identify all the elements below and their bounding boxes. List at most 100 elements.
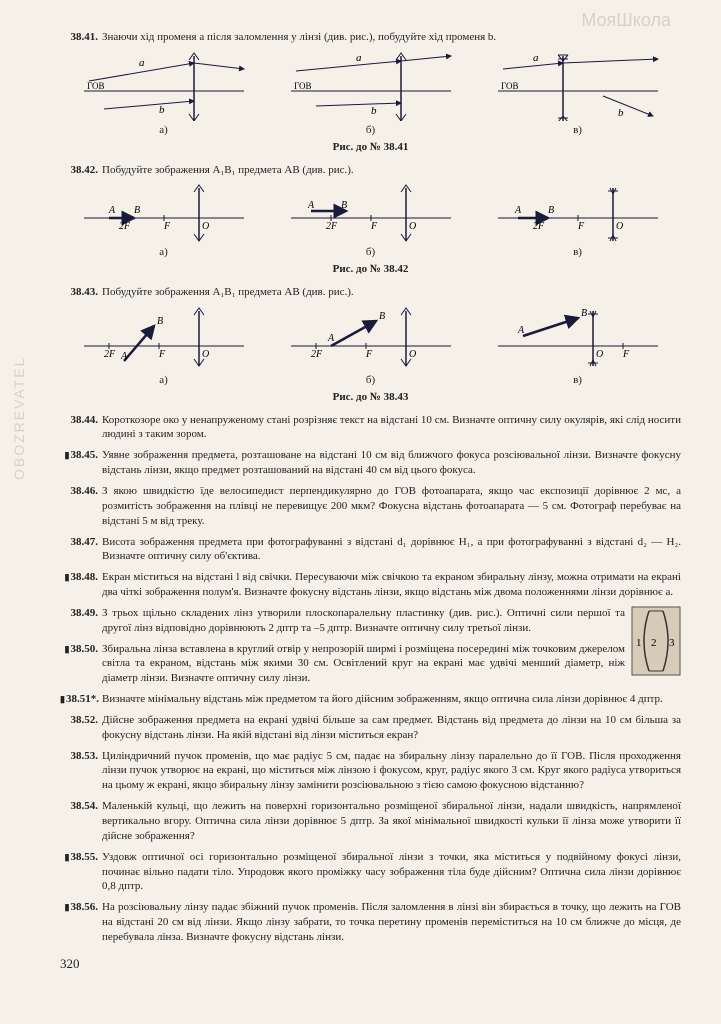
problem-text: Короткозоре око у ненапруженому стані ро… <box>102 413 681 443</box>
problem-num: 38.42. <box>60 163 102 178</box>
sublabel-b: б) <box>286 123 456 138</box>
book-icon: ▮ <box>65 852 70 862</box>
problem-38-45: ▮38.45.Уявне зображення предмета, розташ… <box>60 448 681 478</box>
problem-text: Уявне зображення предмета, розташоване н… <box>102 448 681 478</box>
problem-text: Уздовж оптичної осі горизонтально розміщ… <box>102 850 681 895</box>
problem-text: Висота зображення предмета при фотографу… <box>102 535 681 565</box>
figure-38-42-b: A B 2F F O б) <box>286 183 456 260</box>
svg-text:O: O <box>596 349 603 360</box>
diagram-43v: A B F O <box>493 306 663 371</box>
problem-num: 38.44. <box>60 413 102 443</box>
figure-caption-42: Рис. до № 38.42 <box>60 262 681 277</box>
sublabel-b: б) <box>286 245 456 260</box>
watermark-top: МояШкола <box>581 8 671 32</box>
svg-text:B: B <box>379 311 385 322</box>
svg-text:O: O <box>616 221 623 232</box>
figure-row-38-42: A B 2F F O а) A B 2F F O б) <box>60 183 681 260</box>
svg-text:F: F <box>158 349 166 360</box>
svg-text:ГОВ: ГОВ <box>87 81 104 91</box>
svg-text:2F: 2F <box>119 221 131 232</box>
figure-38-49: 2 1 3 <box>631 606 681 676</box>
svg-text:O: O <box>409 221 416 232</box>
svg-text:b: b <box>371 105 377 117</box>
diagram-42v: A B 2F F O <box>493 183 663 243</box>
problem-text: Визначте мінімальну відстань між предмет… <box>102 692 681 707</box>
figure-caption-43: Рис. до № 38.43 <box>60 390 681 405</box>
book-icon: ▮ <box>65 902 70 912</box>
svg-text:2F: 2F <box>326 221 338 232</box>
problem-38-42: 38.42. Побудуйте зображення A₁B₁ предмет… <box>60 163 681 178</box>
svg-text:ГОВ: ГОВ <box>501 81 518 91</box>
sublabel-a: а) <box>79 123 249 138</box>
figure-38-42-v: A B 2F F O в) <box>493 183 663 260</box>
figure-38-43-a: A B 2F F O а) <box>79 306 249 388</box>
sublabel-v: в) <box>493 373 663 388</box>
book-icon: ▮ <box>65 572 70 582</box>
diagram-42a: A B 2F F O <box>79 183 249 243</box>
side-fig-label-3: 3 <box>669 637 675 649</box>
diagram-lens-v: a b ГОВ <box>493 51 663 121</box>
diagram-42b: A B 2F F O <box>286 183 456 243</box>
svg-text:O: O <box>409 349 416 360</box>
svg-text:b: b <box>159 104 165 116</box>
svg-text:F: F <box>370 221 378 232</box>
watermark-side: OBOZREVATEL <box>10 357 29 480</box>
problem-num: 38.49. <box>60 606 102 636</box>
problem-text: Циліндричний пучок променів, що має раді… <box>102 749 681 794</box>
problem-text: Знаючи хід променя a після заломлення у … <box>102 30 681 45</box>
problem-text: Збиральна лінза вставлена в круглий отві… <box>102 642 625 687</box>
sublabel-a: а) <box>79 245 249 260</box>
svg-text:O: O <box>202 221 209 232</box>
svg-text:A: A <box>120 351 128 362</box>
figure-38-41-a: a b ГОВ а) <box>79 51 249 138</box>
problem-num: ▮38.51*. <box>60 692 102 707</box>
problem-text: Побудуйте зображення A₁B₁ предмета AB (д… <box>102 163 681 178</box>
svg-text:F: F <box>622 349 630 360</box>
side-fig-label-1: 1 <box>636 637 642 649</box>
book-icon: ▮ <box>60 694 65 704</box>
figure-caption-41: Рис. до № 38.41 <box>60 140 681 155</box>
figure-row-38-43: A B 2F F O а) A B 2F F O б) <box>60 306 681 388</box>
side-fig-label-2: 2 <box>651 637 657 649</box>
figure-38-43-b: A B 2F F O б) <box>286 306 456 388</box>
problem-num: 38.41. <box>60 30 102 45</box>
book-icon: ▮ <box>65 450 70 460</box>
svg-text:2F: 2F <box>311 349 323 360</box>
problem-38-55: ▮38.55.Уздовж оптичної осі горизонтально… <box>60 850 681 895</box>
problem-num: ▮38.55. <box>60 850 102 895</box>
page-number: 320 <box>60 955 681 973</box>
svg-text:A: A <box>517 325 525 336</box>
sublabel-v: в) <box>493 245 663 260</box>
sublabel-b: б) <box>286 373 456 388</box>
problem-num: ▮38.48. <box>60 570 102 600</box>
svg-text:a: a <box>139 57 145 69</box>
svg-text:B: B <box>581 308 587 319</box>
svg-text:B: B <box>157 316 163 327</box>
problem-38-44: 38.44.Короткозоре око у ненапруженому ст… <box>60 413 681 443</box>
svg-text:F: F <box>163 221 171 232</box>
figure-38-42-a: A B 2F F O а) <box>79 183 249 260</box>
svg-text:A: A <box>108 205 116 216</box>
figure-38-41-v: a b ГОВ в) <box>493 51 663 138</box>
problem-38-41: 38.41. Знаючи хід променя a після заломл… <box>60 30 681 45</box>
problem-text: Побудуйте зображення A₁B₁ предмета AB (д… <box>102 285 681 300</box>
svg-text:F: F <box>577 221 585 232</box>
svg-text:b: b <box>618 107 624 119</box>
figure-38-43-v: A B F O в) <box>493 306 663 388</box>
problem-38-48: ▮38.48.Екран міститься на відстані l від… <box>60 570 681 600</box>
problem-text: Дійсне зображення предмета на екрані удв… <box>102 713 681 743</box>
diagram-43a: A B 2F F O <box>79 306 249 371</box>
svg-text:2F: 2F <box>533 221 545 232</box>
problem-38-43: 38.43. Побудуйте зображення A₁B₁ предмет… <box>60 285 681 300</box>
svg-text:2F: 2F <box>104 349 116 360</box>
svg-text:O: O <box>202 349 209 360</box>
problem-38-52: 38.52.Дійсне зображення предмета на екра… <box>60 713 681 743</box>
svg-text:A: A <box>514 205 522 216</box>
problem-text: Маленькій кульці, що лежить на поверхні … <box>102 799 681 844</box>
sublabel-v: в) <box>493 123 663 138</box>
problem-num: 38.47. <box>60 535 102 565</box>
problem-text: З трьох щільно складених лінз утворили п… <box>102 606 625 636</box>
problem-38-47: 38.47.Висота зображення предмета при фот… <box>60 535 681 565</box>
problem-text: На розсіювальну лінзу падає збіжний пучо… <box>102 900 681 945</box>
problem-text: З якою швидкістю їде велосипедист перпен… <box>102 484 681 529</box>
